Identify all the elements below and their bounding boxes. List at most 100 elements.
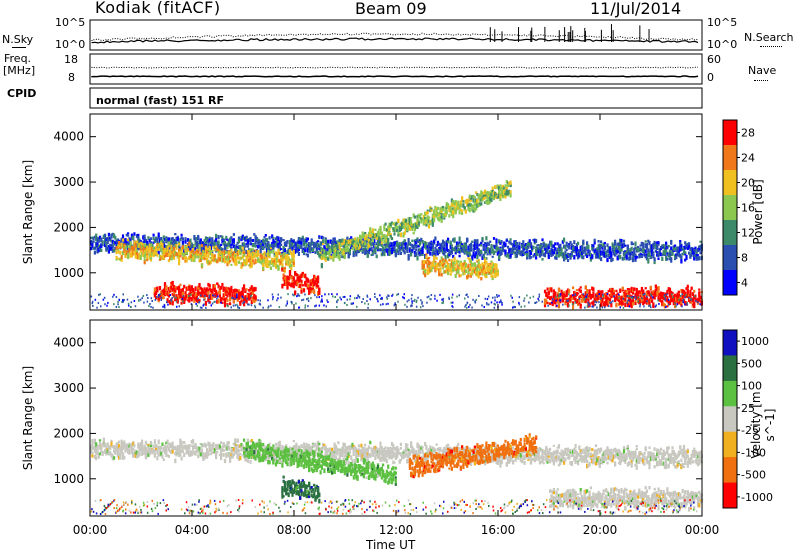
scatter-cell bbox=[524, 243, 527, 247]
scatter-cell bbox=[292, 281, 295, 285]
scatter-cell bbox=[659, 252, 663, 257]
scatter-cell bbox=[111, 232, 114, 236]
scatter-cell bbox=[209, 256, 212, 260]
scatter-cell bbox=[624, 295, 627, 298]
scatter-cell bbox=[666, 246, 669, 249]
scatter-cell bbox=[169, 299, 172, 305]
scatter-cell bbox=[220, 297, 223, 301]
nave-legend-line bbox=[754, 80, 768, 81]
scatter-cell bbox=[380, 238, 383, 242]
scatter-cell bbox=[662, 243, 665, 247]
scatter-cell bbox=[237, 256, 241, 260]
scatter-cell bbox=[563, 293, 566, 297]
scatter-cell bbox=[606, 302, 609, 307]
scatter-cell bbox=[268, 243, 271, 249]
scatter-cell bbox=[596, 296, 599, 302]
scatter-cell bbox=[181, 292, 184, 297]
scatter-cell bbox=[472, 266, 475, 270]
scatter-cell bbox=[495, 268, 498, 274]
scatter-cell bbox=[361, 234, 364, 238]
noise-cell bbox=[393, 304, 395, 307]
scatter-cell bbox=[455, 259, 459, 263]
scatter-cell bbox=[309, 286, 312, 291]
scatter-cell bbox=[234, 290, 237, 295]
scatter-cell bbox=[172, 291, 176, 294]
noise-cell bbox=[472, 298, 474, 301]
scatter-cell bbox=[373, 239, 376, 244]
scatter-cell bbox=[178, 291, 181, 296]
scatter-cell bbox=[630, 290, 633, 294]
cpid-value: normal (fast) 151 RF bbox=[96, 94, 224, 107]
scatter-cell bbox=[472, 204, 475, 208]
scatter-cell bbox=[684, 301, 687, 306]
scatter-cell bbox=[153, 292, 156, 298]
scatter-cell bbox=[473, 239, 476, 242]
scatter-cell bbox=[116, 239, 119, 245]
scatter-cell bbox=[504, 184, 507, 188]
scatter-cell bbox=[498, 250, 501, 254]
scatter-cell bbox=[500, 249, 503, 253]
scatter-cell bbox=[277, 248, 280, 254]
scatter-cell bbox=[600, 240, 603, 243]
scatter-cell bbox=[566, 255, 570, 258]
scatter-cell bbox=[450, 211, 453, 216]
scatter-cell bbox=[301, 272, 304, 276]
scatter-cell bbox=[385, 228, 388, 232]
scatter-cell bbox=[572, 304, 575, 310]
scatter-cell bbox=[223, 303, 227, 308]
scatter-cell bbox=[681, 253, 684, 256]
scatter-cell bbox=[420, 217, 423, 220]
scatter-cell bbox=[115, 258, 118, 261]
scatter-cell bbox=[614, 247, 617, 252]
scatter-cell bbox=[527, 241, 530, 246]
scatter-cell bbox=[95, 233, 98, 238]
scatter-cell bbox=[109, 238, 112, 242]
scatter-cell bbox=[178, 242, 181, 246]
scatter-cell bbox=[438, 268, 441, 273]
scatter-cell bbox=[180, 246, 183, 251]
scatter-cell bbox=[100, 248, 103, 252]
scatter-cell bbox=[430, 243, 433, 246]
scatter-cell bbox=[185, 286, 188, 291]
scatter-cell bbox=[142, 254, 145, 257]
scatter-cell bbox=[607, 300, 610, 304]
scatter-cell bbox=[656, 254, 659, 257]
scatter-cell bbox=[283, 252, 286, 255]
scatter-cell bbox=[440, 272, 443, 277]
scatter-cell bbox=[447, 203, 450, 208]
scatter-cell bbox=[197, 244, 200, 248]
scatter-cell bbox=[230, 252, 233, 257]
scatter-cell bbox=[572, 246, 575, 251]
scatter-cell bbox=[320, 235, 323, 240]
scatter-cell bbox=[188, 299, 191, 303]
scatter-cell bbox=[666, 291, 669, 295]
scatter-cell bbox=[172, 250, 176, 254]
scatter-cell bbox=[426, 217, 429, 221]
scatter-cell bbox=[449, 208, 452, 214]
scatter-cell bbox=[586, 289, 589, 295]
scatter-cell bbox=[495, 238, 498, 244]
scatter-cell bbox=[310, 282, 313, 286]
scatter-cell bbox=[458, 206, 461, 210]
scatter-cell bbox=[467, 252, 470, 258]
scatter-cell bbox=[138, 242, 141, 245]
scatter-cell bbox=[434, 253, 437, 257]
scatter-cell bbox=[338, 252, 341, 255]
scatter-cell bbox=[467, 257, 470, 260]
scatter-cell bbox=[299, 275, 302, 279]
scatter-cell bbox=[676, 251, 679, 257]
scatter-cell bbox=[403, 225, 406, 230]
scatter-cell bbox=[461, 269, 464, 272]
scatter-cell bbox=[424, 217, 427, 221]
scatter-cell bbox=[305, 277, 308, 282]
scatter-cell bbox=[425, 255, 428, 259]
scatter-cell bbox=[469, 249, 473, 252]
scatter-cell bbox=[209, 241, 212, 244]
scatter-cell bbox=[468, 247, 471, 252]
scatter-cell bbox=[155, 288, 158, 292]
scatter-cell bbox=[686, 245, 689, 251]
scatter-cell bbox=[486, 253, 489, 256]
scatter-cell bbox=[620, 297, 623, 300]
scatter-cell bbox=[457, 203, 460, 207]
noise-cell bbox=[242, 302, 244, 305]
